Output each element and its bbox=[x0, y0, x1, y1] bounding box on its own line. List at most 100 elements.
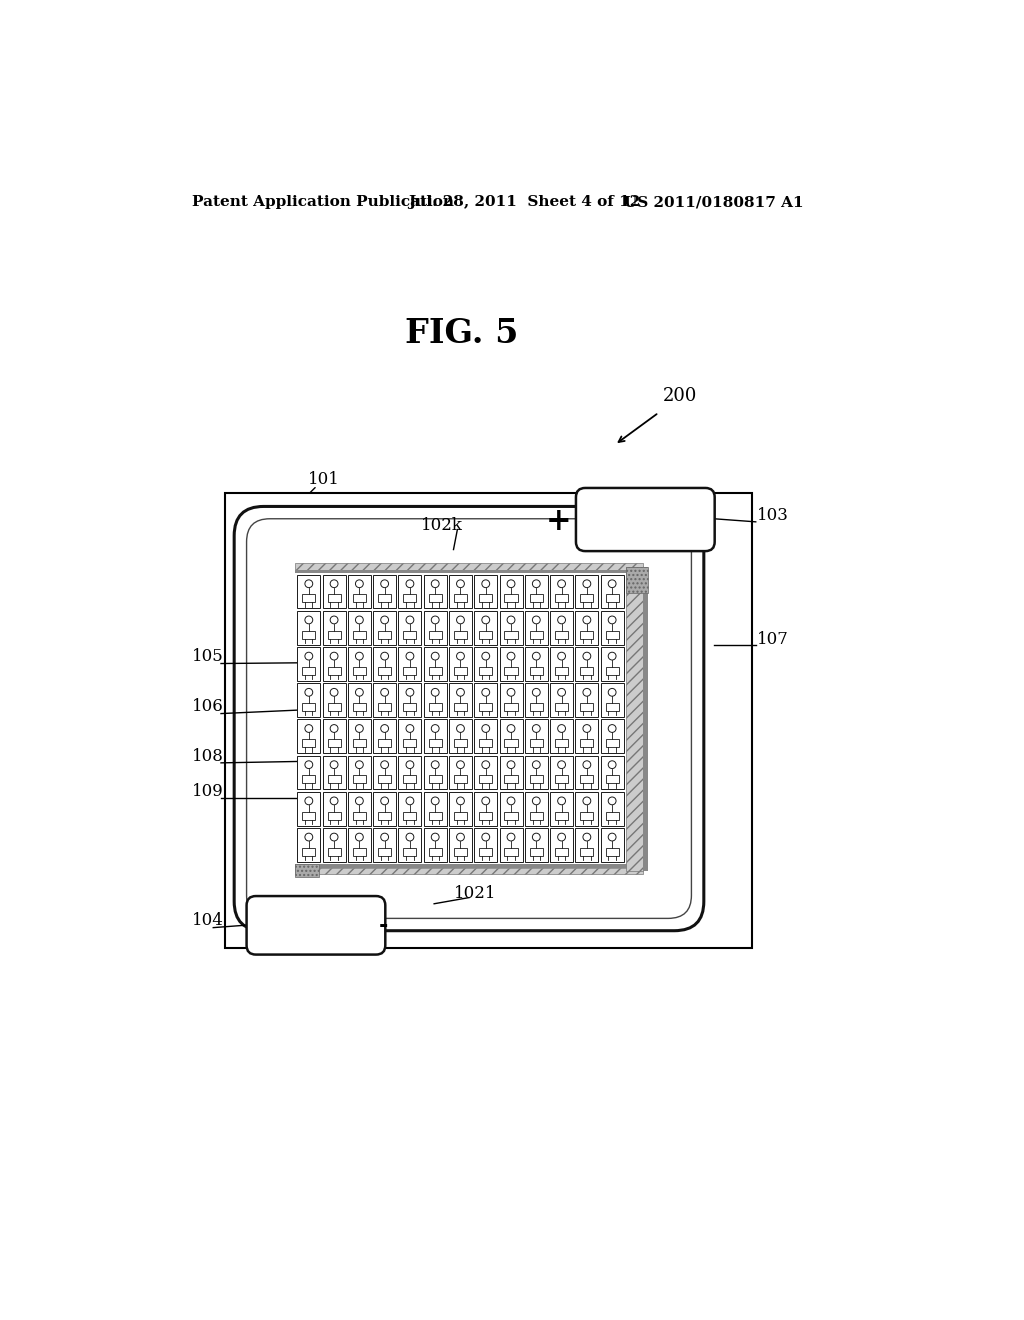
Bar bbox=[449, 828, 472, 862]
Bar bbox=[505, 667, 517, 675]
Bar bbox=[429, 739, 441, 747]
Circle shape bbox=[583, 616, 591, 624]
Bar bbox=[581, 812, 594, 820]
Bar bbox=[403, 812, 417, 820]
Bar bbox=[295, 570, 643, 573]
Bar bbox=[323, 684, 345, 717]
Text: 1021: 1021 bbox=[454, 884, 496, 902]
Bar bbox=[398, 647, 422, 681]
Bar bbox=[373, 611, 396, 644]
Bar bbox=[505, 594, 517, 602]
Bar bbox=[605, 739, 618, 747]
Circle shape bbox=[507, 797, 515, 805]
Bar bbox=[479, 704, 493, 711]
Circle shape bbox=[381, 725, 388, 733]
Bar bbox=[575, 719, 598, 754]
Bar bbox=[479, 594, 493, 602]
Circle shape bbox=[330, 797, 338, 805]
Circle shape bbox=[431, 833, 439, 841]
Bar bbox=[605, 847, 618, 855]
Bar bbox=[302, 812, 315, 820]
Text: 102k: 102k bbox=[421, 516, 463, 533]
Bar bbox=[500, 792, 522, 825]
Bar bbox=[353, 812, 366, 820]
Bar bbox=[348, 684, 371, 717]
Circle shape bbox=[532, 797, 541, 805]
Circle shape bbox=[532, 579, 541, 587]
Circle shape bbox=[305, 579, 312, 587]
Circle shape bbox=[457, 579, 465, 587]
Text: Jul. 28, 2011  Sheet 4 of 12: Jul. 28, 2011 Sheet 4 of 12 bbox=[409, 195, 641, 209]
Circle shape bbox=[608, 579, 616, 587]
Bar bbox=[328, 775, 341, 783]
Circle shape bbox=[355, 652, 364, 660]
Bar bbox=[474, 719, 498, 754]
Bar bbox=[353, 847, 366, 855]
Bar bbox=[424, 828, 446, 862]
Bar bbox=[474, 792, 498, 825]
Circle shape bbox=[330, 725, 338, 733]
Text: 109: 109 bbox=[191, 783, 223, 800]
Text: +: + bbox=[546, 506, 571, 536]
Circle shape bbox=[583, 725, 591, 733]
Circle shape bbox=[381, 616, 388, 624]
Circle shape bbox=[355, 760, 364, 768]
Bar bbox=[555, 667, 568, 675]
Bar bbox=[348, 611, 371, 644]
Circle shape bbox=[406, 797, 414, 805]
Circle shape bbox=[507, 725, 515, 733]
Bar bbox=[297, 684, 321, 717]
Circle shape bbox=[457, 652, 465, 660]
Circle shape bbox=[507, 833, 515, 841]
Bar bbox=[302, 847, 315, 855]
Bar bbox=[500, 611, 522, 644]
Bar bbox=[353, 739, 366, 747]
Bar bbox=[454, 594, 467, 602]
Bar bbox=[373, 792, 396, 825]
Circle shape bbox=[355, 725, 364, 733]
Bar bbox=[348, 792, 371, 825]
Circle shape bbox=[431, 616, 439, 624]
Bar bbox=[302, 594, 315, 602]
Bar bbox=[601, 755, 624, 789]
Bar bbox=[302, 775, 315, 783]
Bar bbox=[575, 611, 598, 644]
Bar bbox=[449, 755, 472, 789]
Circle shape bbox=[482, 616, 489, 624]
Bar bbox=[297, 611, 321, 644]
Circle shape bbox=[608, 797, 616, 805]
Circle shape bbox=[330, 833, 338, 841]
Bar bbox=[550, 719, 573, 754]
Bar bbox=[449, 611, 472, 644]
Circle shape bbox=[305, 652, 312, 660]
Bar bbox=[353, 631, 366, 639]
Bar bbox=[348, 828, 371, 862]
Bar bbox=[605, 812, 618, 820]
Bar bbox=[378, 812, 391, 820]
Circle shape bbox=[583, 797, 591, 805]
Bar bbox=[550, 792, 573, 825]
Circle shape bbox=[583, 760, 591, 768]
Bar bbox=[378, 594, 391, 602]
Circle shape bbox=[532, 689, 541, 696]
Bar bbox=[525, 611, 548, 644]
Bar bbox=[529, 594, 543, 602]
Text: -: - bbox=[379, 915, 388, 937]
Circle shape bbox=[558, 833, 565, 841]
Bar bbox=[328, 631, 341, 639]
Circle shape bbox=[482, 579, 489, 587]
Bar bbox=[575, 755, 598, 789]
Bar bbox=[424, 611, 446, 644]
Circle shape bbox=[457, 725, 465, 733]
Circle shape bbox=[431, 689, 439, 696]
Bar bbox=[581, 594, 594, 602]
Bar bbox=[627, 566, 648, 594]
Circle shape bbox=[583, 833, 591, 841]
Circle shape bbox=[507, 760, 515, 768]
Circle shape bbox=[457, 797, 465, 805]
Bar bbox=[297, 828, 321, 862]
Bar bbox=[323, 792, 345, 825]
Circle shape bbox=[431, 797, 439, 805]
Circle shape bbox=[355, 833, 364, 841]
Bar bbox=[373, 684, 396, 717]
